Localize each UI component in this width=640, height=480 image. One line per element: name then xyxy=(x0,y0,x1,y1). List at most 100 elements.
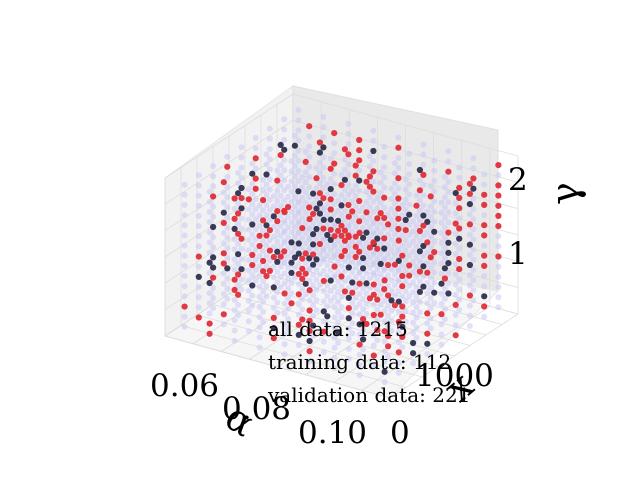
data-point-validation xyxy=(481,191,488,198)
data-point-all xyxy=(324,282,331,289)
data-point-validation xyxy=(210,193,217,200)
data-point-all xyxy=(266,176,273,183)
data-point-all xyxy=(366,214,373,221)
data-point-all xyxy=(331,201,338,208)
data-point-all xyxy=(427,234,434,240)
data-point-all xyxy=(316,159,323,166)
data-point-all xyxy=(381,174,388,181)
data-point-all xyxy=(420,253,427,260)
data-point-all xyxy=(252,135,259,141)
data-point-all xyxy=(345,181,352,188)
data-point-validation xyxy=(310,251,317,258)
data-point-all xyxy=(288,208,295,215)
data-point-all xyxy=(438,331,445,338)
data-point-validation xyxy=(302,270,309,277)
z-tick-label: 2 xyxy=(508,162,528,198)
data-point-all xyxy=(302,199,309,206)
data-point-all xyxy=(427,284,434,291)
data-point-training xyxy=(288,259,295,266)
data-point-all xyxy=(277,263,284,270)
data-point-all xyxy=(231,266,238,273)
data-point-all xyxy=(345,161,352,168)
data-point-validation xyxy=(370,291,377,298)
data-point-all xyxy=(320,257,327,264)
data-point-all xyxy=(220,240,227,247)
data-point-all xyxy=(445,189,452,195)
data-point-all xyxy=(416,238,423,245)
data-point-all xyxy=(220,280,227,287)
data-point-all xyxy=(210,284,217,291)
data-point-all xyxy=(466,282,473,289)
data-point-all xyxy=(281,136,288,143)
data-point-all xyxy=(295,147,302,154)
data-point-all xyxy=(313,297,320,304)
data-point-all xyxy=(352,304,359,311)
data-point-all xyxy=(295,168,302,174)
data-point-validation xyxy=(399,283,406,290)
data-point-all xyxy=(377,291,384,298)
data-point-all xyxy=(445,280,452,287)
data-point-all xyxy=(338,263,345,270)
data-point-all xyxy=(266,166,273,173)
data-point-all xyxy=(181,293,188,300)
data-point-training xyxy=(363,280,370,287)
data-point-all xyxy=(245,247,252,254)
data-point-all xyxy=(281,239,288,246)
data-point-all xyxy=(320,338,327,345)
data-point-validation xyxy=(341,146,348,153)
data-point-validation xyxy=(456,266,463,273)
data-point-all xyxy=(416,217,423,224)
data-point-all xyxy=(410,289,417,296)
data-point-training xyxy=(288,269,295,276)
data-point-all xyxy=(260,278,267,285)
data-point-validation xyxy=(306,216,313,223)
data-point-all xyxy=(363,249,370,256)
data-point-all xyxy=(310,200,317,207)
data-point-all xyxy=(285,315,292,322)
data-point-validation xyxy=(349,208,356,215)
data-point-all xyxy=(431,238,438,245)
data-point-validation xyxy=(263,273,270,280)
data-point-all xyxy=(427,213,434,220)
data-point-validation xyxy=(338,253,345,260)
data-point-all xyxy=(470,165,477,172)
data-point-training xyxy=(270,325,277,332)
data-point-all xyxy=(285,305,292,312)
data-point-all xyxy=(281,219,288,226)
data-point-all xyxy=(270,264,277,271)
data-point-validation xyxy=(266,227,273,234)
data-point-validation xyxy=(391,261,398,268)
data-point-all xyxy=(388,216,395,223)
x-tick-label: 0.10 xyxy=(298,415,367,451)
data-point-all xyxy=(235,220,242,227)
data-point-all xyxy=(310,221,317,227)
data-point-training xyxy=(431,289,438,296)
data-point-all xyxy=(395,268,402,275)
data-point-validation xyxy=(266,267,273,274)
data-point-validation xyxy=(370,239,377,246)
data-point-all xyxy=(424,351,431,357)
data-point-validation xyxy=(299,255,306,262)
data-point-all xyxy=(245,287,252,294)
data-point-all xyxy=(360,346,367,353)
data-point-all xyxy=(320,154,327,161)
grid-line xyxy=(292,172,519,236)
data-point-all xyxy=(245,277,252,284)
data-point-training xyxy=(410,339,417,347)
data-point-all xyxy=(291,203,298,210)
data-point-all xyxy=(335,299,342,305)
data-point-all xyxy=(413,263,420,270)
data-point-all xyxy=(406,293,413,299)
data-point-all xyxy=(345,223,352,230)
data-point-validation xyxy=(366,244,373,251)
data-point-all xyxy=(391,190,398,197)
data-point-all xyxy=(399,222,406,229)
data-point-all xyxy=(360,305,367,312)
data-point-all xyxy=(195,233,202,240)
data-point-all xyxy=(441,204,448,211)
data-point-all xyxy=(349,198,356,205)
data-point-all xyxy=(288,188,295,195)
data-point-validation xyxy=(220,219,227,226)
data-point-all xyxy=(427,315,434,322)
data-point-training xyxy=(456,235,463,242)
